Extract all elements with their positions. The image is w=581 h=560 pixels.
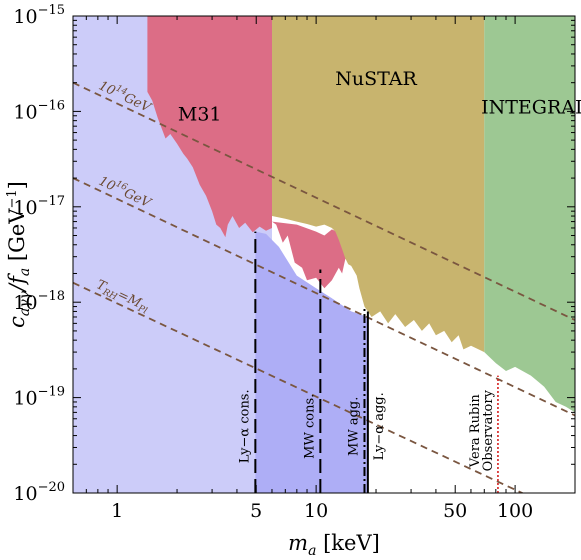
y-tick-label: 10−15 [13, 3, 65, 28]
region-layer [73, 16, 575, 493]
region-nustar [272, 16, 485, 353]
axis-titles-layer: ma [keV] caγγ/fa [GeV−1] [5, 181, 380, 559]
region-m31-tail [272, 221, 352, 289]
x-tick-label: 50 [443, 500, 467, 522]
plot-frame [72, 15, 576, 494]
svg-text:MW agg.: MW agg. [347, 397, 362, 456]
region-label-m31: M31 [178, 104, 222, 126]
svg-text:Ly−α agg.: Ly−α agg. [372, 392, 387, 460]
svg-text:Vera Rubin: Vera Rubin [468, 394, 483, 469]
x-tick-label: 10 [304, 500, 328, 522]
y-tick-label: 10−16 [13, 98, 65, 123]
y-tick-label: 10−18 [13, 289, 65, 314]
x-axis-title: ma [keV] [288, 531, 380, 559]
dashed-line-ten-16-gev [73, 177, 575, 417]
vline-label-mw-cons: MW cons. [302, 394, 317, 459]
dashed-line-ten-14-gev [73, 81, 575, 321]
region-ly-alpha-mw-band [255, 231, 368, 493]
y-tick-label: 10−20 [13, 480, 65, 505]
axis-ticks-layer: 1 5 10 50 100 10−20 10−19 10−18 10−17 10−16 10−15 [13, 3, 576, 522]
x-tick-label: 5 [250, 500, 262, 522]
x-tick-label: 1 [111, 500, 123, 522]
region-integral [484, 16, 575, 413]
svg-text:Ly−α cons.: Ly−α cons. [237, 389, 252, 463]
x-tick-label: 100 [497, 500, 533, 522]
plot-border [72, 15, 576, 494]
y-tick-label: 10−19 [13, 385, 65, 410]
region-label-nustar: NuSTAR [335, 68, 417, 90]
y-tick-label: 10−17 [13, 194, 65, 219]
region-m31 [147, 16, 272, 238]
svg-text:MW cons.: MW cons. [302, 394, 317, 459]
region-label-integral: INTEGRAL [481, 97, 581, 119]
y-axis-title: caγγ/fa [GeV−1] [5, 181, 33, 328]
dashed-line-trh-mpl [73, 281, 525, 493]
vline-label-ly-alpha-cons: Ly−α cons. [237, 389, 252, 463]
vline-label-mw-agg: MW agg. [347, 397, 362, 456]
svg-text:Observatory: Observatory [481, 389, 496, 471]
vline-label-ly-alpha-agg: Ly−α agg. [372, 392, 387, 460]
reheating-lines-layer [73, 81, 575, 493]
vertical-limits-layer [254, 231, 499, 493]
